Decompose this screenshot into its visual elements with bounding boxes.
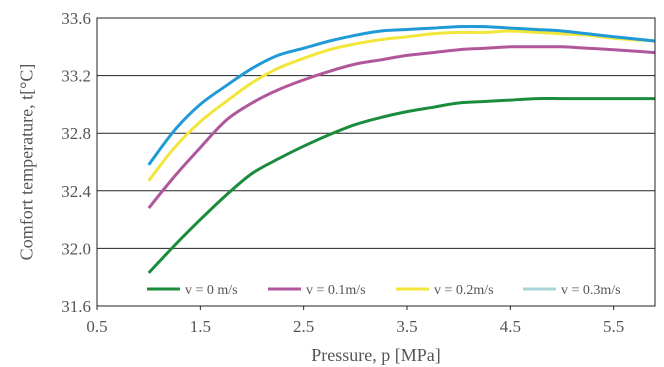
grid-lines xyxy=(97,75,655,249)
legend-label: v = 0.3m/s xyxy=(561,283,621,298)
legend-label: v = 0 m/s xyxy=(185,283,238,298)
legend-label: v = 0.2m/s xyxy=(434,283,494,298)
y-axis-title: Comfort temperature, t[°C] xyxy=(16,64,36,261)
x-tick-label: 3.5 xyxy=(396,317,417,336)
y-tick-label: 32.0 xyxy=(61,239,91,258)
plot-frame xyxy=(96,17,656,307)
x-tick-label: 0.5 xyxy=(86,317,107,336)
x-tick-label: 4.5 xyxy=(500,317,521,336)
y-tick-label: 31.6 xyxy=(61,297,91,316)
x-tick-label: 5.5 xyxy=(603,317,624,336)
x-axis-ticks: 0.5 1.5 2.5 3.5 4.5 5.5 xyxy=(86,306,624,336)
series-line-1 xyxy=(147,45,656,210)
x-axis-title: Pressure, p [MPa] xyxy=(311,345,440,365)
x-tick-label: 2.5 xyxy=(293,317,314,336)
x-tick-label: 1.5 xyxy=(190,317,211,336)
series-line-2 xyxy=(147,29,656,182)
series-line-3 xyxy=(147,24,656,166)
series-line-0 xyxy=(147,97,655,274)
legend: v = 0 m/s v = 0.1m/s v = 0.2m/s v = 0.3m/s xyxy=(147,283,621,298)
y-tick-label: 33.2 xyxy=(61,67,91,86)
y-tick-label: 33.6 xyxy=(61,9,91,28)
y-tick-label: 32.4 xyxy=(61,182,91,201)
y-tick-label: 32.8 xyxy=(61,124,91,143)
series-lines xyxy=(147,24,656,274)
legend-label: v = 0.1m/s xyxy=(306,283,366,298)
y-axis-ticks: 31.6 32.0 32.4 32.8 33.2 33.6 xyxy=(61,9,91,316)
